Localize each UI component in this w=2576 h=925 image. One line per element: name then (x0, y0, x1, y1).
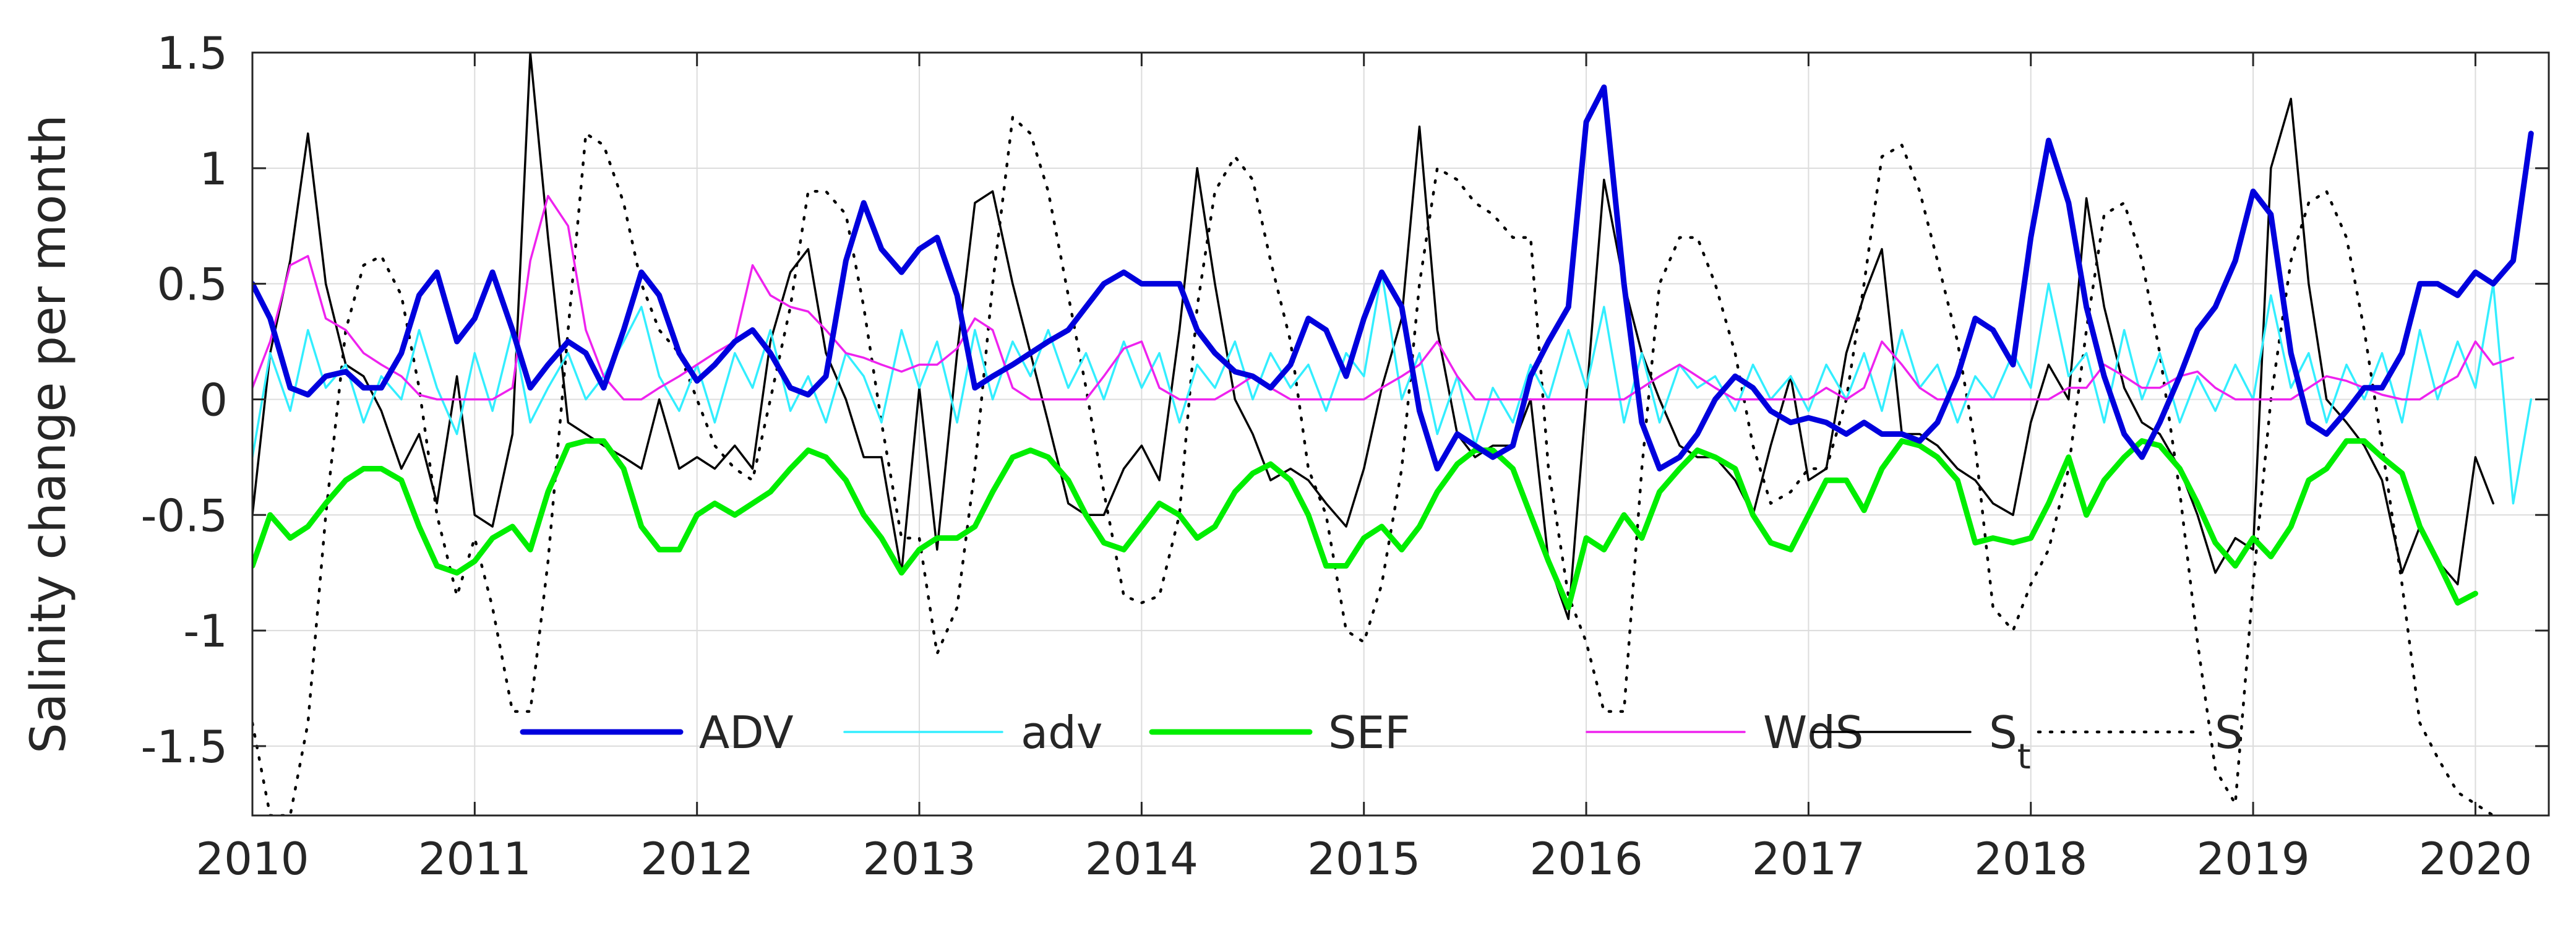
legend-label-adv: adv (1021, 707, 1102, 759)
x-tick-label: 2010 (195, 833, 309, 885)
y-tick-label: 1.5 (157, 27, 228, 79)
legend-label-s: S (2215, 707, 2243, 759)
x-tick-label: 2012 (640, 833, 753, 885)
x-tick-label: 2020 (2419, 833, 2532, 885)
x-tick-label: 2011 (418, 833, 531, 885)
x-tick-label: 2019 (2196, 833, 2309, 885)
y-tick-label: 1 (199, 143, 228, 195)
x-tick-label: 2018 (1974, 833, 2087, 885)
y-tick-label: -1.5 (141, 721, 228, 773)
y-tick-label: -0.5 (141, 489, 228, 541)
y-tick-label: 0 (199, 374, 228, 426)
y-axis-label: Salinity change per month (21, 114, 77, 754)
x-tick-label: 2015 (1307, 833, 1420, 885)
ticks: 2010 2011 2012 2013 2014 2015 2016 2017 2018 2019… (141, 27, 2549, 885)
x-tick-label: 2017 (1752, 833, 1865, 885)
legend-label-subscript: t (2017, 737, 2031, 777)
y-tick-label: -1 (183, 605, 228, 657)
legend-label-sef: SEF (1328, 707, 1410, 759)
series-line-wds (252, 194, 2515, 401)
y-tick-label: 0.5 (157, 259, 228, 311)
x-tick-label: 2014 (1085, 833, 1198, 885)
series-layer (252, 53, 2534, 815)
series-line-adv (252, 271, 2533, 505)
x-tick-label: 2016 (1529, 833, 1642, 885)
series-line-adv (252, 84, 2534, 471)
plot-frame (251, 51, 2550, 817)
legend-label-adv: ADV (699, 707, 794, 759)
series-line-sef (252, 438, 2478, 611)
x-tick-label: 2013 (862, 833, 976, 885)
series-line-s (252, 116, 2495, 815)
